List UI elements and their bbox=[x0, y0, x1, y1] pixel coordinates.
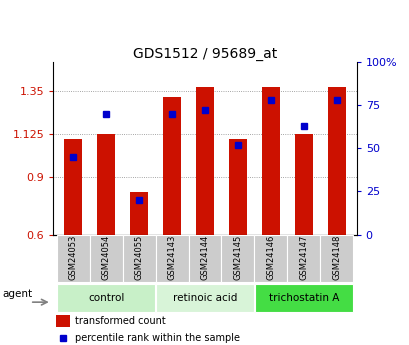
Text: GSM24055: GSM24055 bbox=[134, 235, 143, 280]
Bar bbox=[327, 87, 345, 235]
Text: agent: agent bbox=[3, 289, 33, 299]
Text: percentile rank within the sample: percentile rank within the sample bbox=[74, 333, 239, 343]
Text: GSM24143: GSM24143 bbox=[167, 235, 176, 280]
Text: GSM24148: GSM24148 bbox=[332, 235, 341, 280]
Text: transformed count: transformed count bbox=[74, 316, 165, 326]
Text: GSM24054: GSM24054 bbox=[101, 235, 110, 280]
Text: trichostatin A: trichostatin A bbox=[268, 293, 338, 303]
Bar bbox=[320, 235, 353, 283]
Text: retinoic acid: retinoic acid bbox=[172, 293, 237, 303]
Bar bbox=[56, 315, 70, 327]
Bar bbox=[57, 284, 155, 313]
Bar bbox=[130, 193, 148, 235]
Bar bbox=[221, 235, 254, 283]
Bar bbox=[155, 284, 254, 313]
Bar bbox=[56, 235, 89, 283]
Bar bbox=[254, 235, 287, 283]
Text: GSM24053: GSM24053 bbox=[68, 235, 77, 280]
Text: GSM24147: GSM24147 bbox=[299, 235, 308, 280]
Bar bbox=[228, 139, 247, 235]
Bar bbox=[196, 87, 213, 235]
Text: GSM24145: GSM24145 bbox=[233, 235, 242, 280]
Bar bbox=[261, 87, 279, 235]
Title: GDS1512 / 95689_at: GDS1512 / 95689_at bbox=[133, 47, 276, 61]
Text: control: control bbox=[88, 293, 124, 303]
Bar bbox=[287, 235, 320, 283]
Text: GSM24144: GSM24144 bbox=[200, 235, 209, 280]
Bar bbox=[294, 134, 312, 235]
Bar bbox=[89, 235, 122, 283]
Bar bbox=[64, 139, 82, 235]
Bar bbox=[188, 235, 221, 283]
Bar bbox=[122, 235, 155, 283]
Text: GSM24146: GSM24146 bbox=[266, 235, 275, 280]
Bar bbox=[97, 134, 115, 235]
Bar bbox=[254, 284, 352, 313]
Bar bbox=[155, 235, 188, 283]
Bar bbox=[162, 97, 181, 235]
